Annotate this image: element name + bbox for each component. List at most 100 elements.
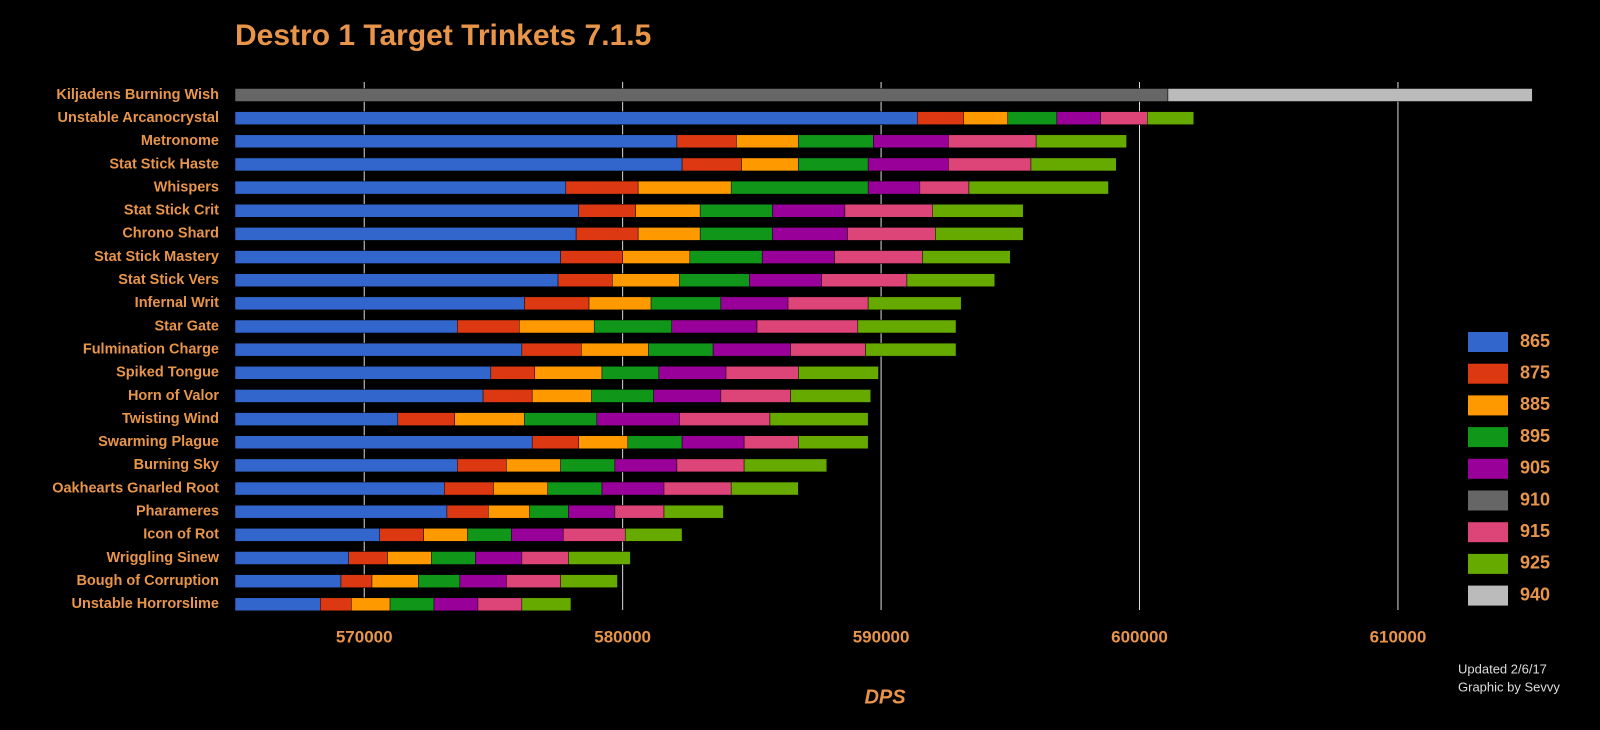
bar-segment [772, 204, 846, 218]
bar-segment [575, 227, 639, 241]
bar-segment [637, 180, 732, 195]
legend-swatch [1468, 363, 1508, 384]
bar-segment [234, 250, 561, 264]
bar-segment [847, 227, 936, 241]
bar-segment [234, 111, 918, 125]
bar-segment [547, 481, 603, 496]
bar-segment [531, 389, 592, 403]
bar-segment [648, 342, 714, 357]
bar-segment [689, 250, 763, 264]
bar-segment [612, 273, 680, 287]
bar-segment [234, 551, 349, 565]
bar-segment [601, 366, 660, 380]
bar-segment [635, 204, 701, 218]
bar-segment [560, 458, 616, 473]
y-tick-label: Swarming Plague [98, 434, 219, 450]
bar-segment [459, 574, 507, 588]
bar-segment [736, 134, 799, 149]
bar-segment [857, 319, 957, 334]
bar-segment [348, 551, 388, 565]
bar-segment [968, 180, 1109, 195]
bar-segment [389, 597, 435, 612]
bar-segment [490, 366, 536, 380]
bar-segment [676, 458, 745, 473]
bar-segment [867, 180, 921, 195]
bar-segment [798, 435, 869, 449]
bar-segment [593, 319, 672, 334]
bar-segment [234, 458, 458, 473]
bar-segment [749, 273, 822, 287]
x-tick-label: 590000 [853, 627, 910, 646]
y-tick-label: Fulmination Charge [83, 341, 219, 357]
y-tick-label: Bough of Corruption [76, 573, 219, 589]
bar-segment [720, 389, 791, 403]
legend-label: 875 [1520, 362, 1550, 382]
legend-swatch [1468, 585, 1508, 606]
bar-segment [234, 342, 523, 357]
y-tick-label: Kiljadens Burning Wish [56, 87, 219, 103]
bar-segment [663, 504, 724, 519]
bar-segment [681, 435, 745, 449]
bar-segment [560, 250, 623, 264]
legend-swatch [1468, 522, 1508, 543]
y-tick-label: Metronome [141, 133, 219, 149]
y-tick-label: Star Gate [155, 318, 219, 334]
bar-segment [234, 574, 342, 588]
bar-segment [423, 528, 468, 542]
bar-segment [614, 458, 678, 473]
bar-segment [844, 204, 934, 218]
y-tick-label: Spiked Tongue [116, 365, 219, 381]
y-tick-label: Stat Stick Crit [124, 203, 219, 219]
bar-segment [568, 551, 631, 565]
legend-label: 925 [1520, 553, 1550, 573]
y-tick-label: Icon of Rot [143, 527, 219, 543]
bar-segment [798, 366, 879, 380]
bar-segment [756, 319, 859, 334]
bar-segment [653, 389, 722, 403]
y-tick-label: Twisting Wind [122, 411, 219, 427]
legend-label: 885 [1520, 394, 1550, 414]
legend-swatch [1468, 427, 1508, 448]
bar-segment [679, 412, 771, 426]
bar-segment [340, 574, 373, 588]
bar-segment [234, 296, 525, 311]
y-tick-label: Wriggling Sinew [106, 550, 219, 566]
bar-segment [234, 597, 321, 612]
bar-segment [234, 273, 559, 287]
bar-segment [681, 157, 742, 172]
bar-segment [234, 412, 399, 426]
y-tick-label: Unstable Horrorslime [72, 596, 219, 612]
bar-segment [568, 504, 616, 519]
bar-segment [477, 597, 523, 612]
legend-label: 905 [1520, 458, 1550, 478]
bar-segment [650, 296, 722, 311]
bar-segment [581, 342, 649, 357]
bar-segment [624, 528, 683, 542]
bar-segment [637, 227, 701, 241]
bar-segment [351, 597, 391, 612]
bar-segment [867, 157, 949, 172]
bar-segment [922, 250, 1011, 264]
bar-segment [521, 342, 582, 357]
bar-segment [234, 227, 577, 241]
bar-segment [234, 366, 492, 380]
bar-segment [790, 389, 871, 403]
bar-segment [482, 389, 533, 403]
bar-segment [387, 551, 432, 565]
bar-segment [743, 458, 828, 473]
bar-segment [743, 435, 799, 449]
bar-segment [234, 435, 533, 449]
legend-label: 940 [1520, 584, 1550, 604]
bar-segment [1030, 157, 1117, 172]
legend-label: 915 [1520, 521, 1550, 541]
bar-segment [524, 296, 590, 311]
bar-segment [725, 366, 799, 380]
bar-segment [524, 412, 598, 426]
bar-segment [1035, 134, 1127, 149]
y-tick-label: Pharameres [136, 504, 219, 520]
bar-segment [873, 134, 949, 149]
legend-swatch [1468, 332, 1508, 352]
bar-segment [234, 481, 445, 496]
y-tick-label: Chrono Shard [122, 226, 219, 242]
